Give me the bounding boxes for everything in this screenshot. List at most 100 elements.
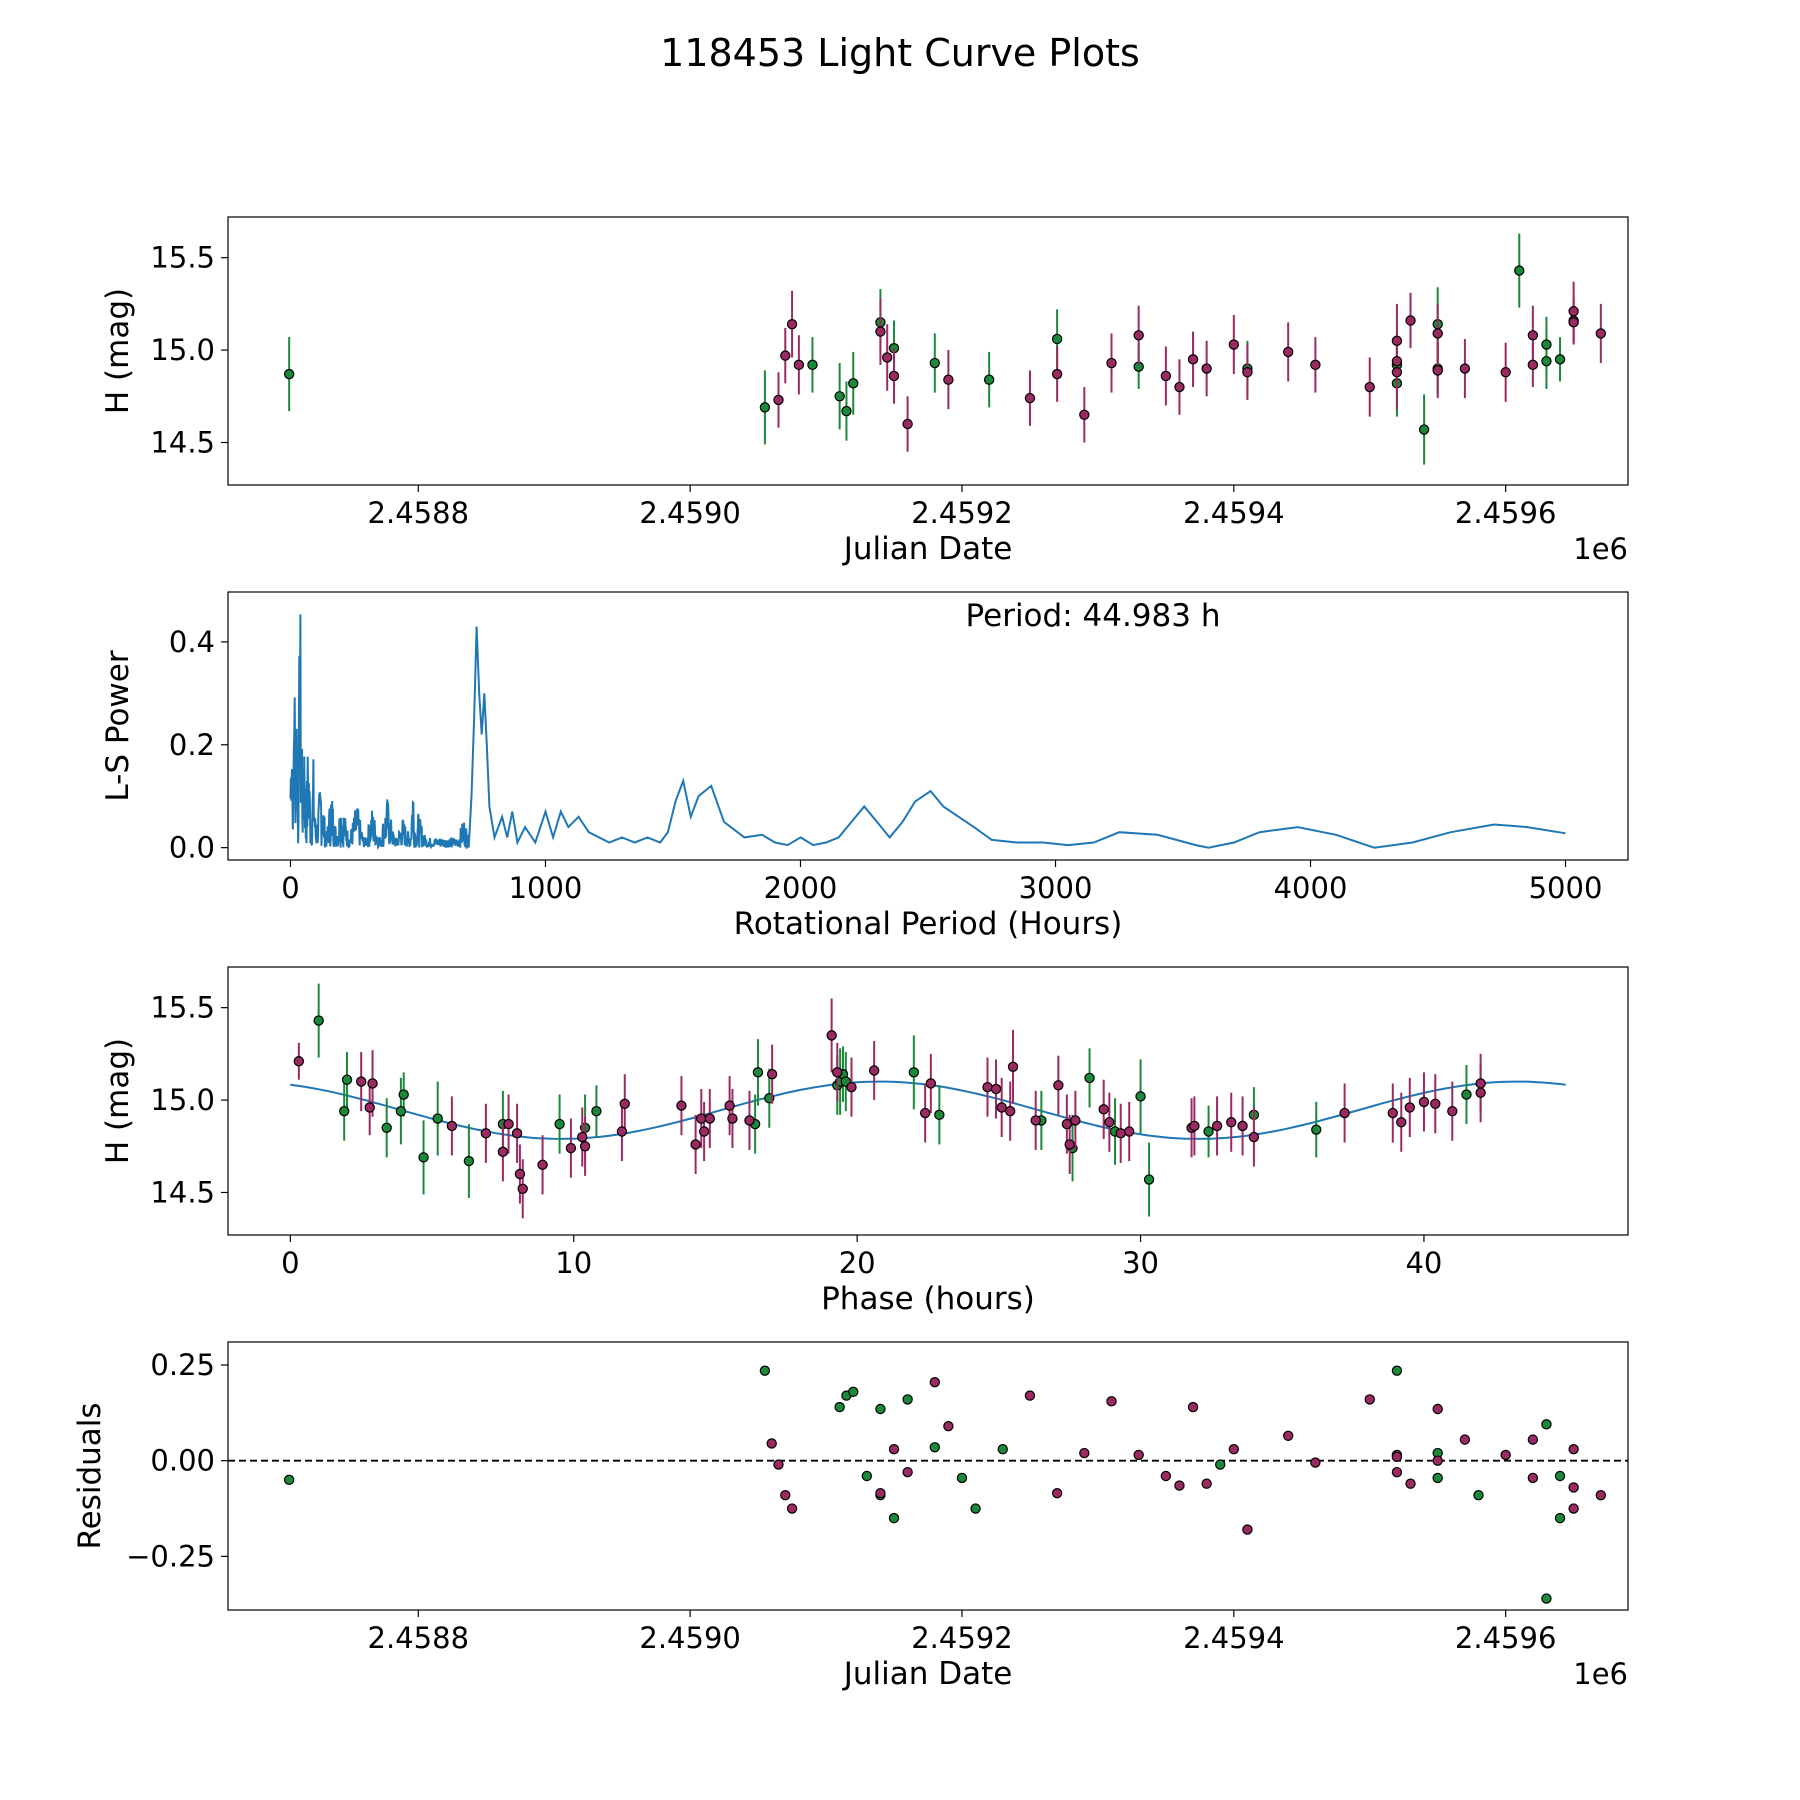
magenta-point <box>1391 1451 1403 1463</box>
x-tick-label: 2.4594 <box>1183 1621 1284 1655</box>
x-offset-label: 1e6 <box>1573 1657 1628 1691</box>
green-point <box>834 1401 845 1413</box>
x-tick-label: 2000 <box>764 871 838 905</box>
magenta-point <box>1404 1102 1415 1113</box>
magenta-point <box>1527 1434 1539 1445</box>
green-point <box>934 1109 945 1121</box>
magenta-point <box>1432 1403 1443 1415</box>
magenta-point <box>1310 359 1321 371</box>
green-point <box>1541 355 1552 367</box>
magenta-point <box>902 418 913 430</box>
x-tick-label: 2.4596 <box>1455 496 1556 530</box>
green-point <box>956 1472 968 1484</box>
x-tick-label: 20 <box>839 1246 876 1280</box>
magenta-point <box>943 374 954 385</box>
x-offset-label: 1e6 <box>1573 532 1628 566</box>
magenta-point <box>902 1466 913 1478</box>
magenta-point <box>1160 1470 1172 1482</box>
green-point <box>313 1015 324 1026</box>
magenta-point <box>511 1128 523 1139</box>
magenta-point <box>1053 1080 1064 1091</box>
magenta-point <box>1174 1480 1185 1491</box>
magenta-point <box>1282 1430 1294 1442</box>
x-axis-label: Phase (hours) <box>821 1281 1035 1317</box>
x-axis-label: Julian Date <box>842 531 1013 567</box>
magenta-point <box>1051 1488 1063 1499</box>
green-point <box>591 1105 602 1117</box>
y-tick-label: 0.25 <box>150 1348 215 1382</box>
magenta-point <box>1201 363 1212 374</box>
x-tick-label: 2.4590 <box>639 1621 740 1655</box>
magenta-point <box>1475 1078 1486 1089</box>
magenta-point <box>882 352 893 363</box>
magenta-point <box>503 1118 514 1130</box>
magenta-point <box>1242 367 1253 378</box>
green-point <box>752 1067 764 1078</box>
magenta-point <box>1007 1061 1019 1073</box>
magenta-point <box>355 1076 367 1087</box>
magenta-point <box>1527 1472 1539 1484</box>
green-point <box>875 1403 886 1415</box>
green-point <box>759 402 771 413</box>
magenta-point <box>1595 1489 1607 1501</box>
green-point <box>848 1386 859 1397</box>
green-point <box>1554 1470 1566 1482</box>
magenta-point <box>1500 1449 1511 1461</box>
y-axis-label: L-S Power <box>100 650 136 801</box>
green-point <box>908 1067 920 1078</box>
x-tick-label: 2.4590 <box>639 496 740 530</box>
periodogram-data <box>289 614 1566 850</box>
green-point <box>432 1113 443 1124</box>
magenta-point <box>1391 335 1403 347</box>
green-point <box>1541 1419 1552 1430</box>
period-annotation: Period: 44.983 h <box>966 598 1221 634</box>
green-point <box>418 1152 429 1163</box>
magenta-point <box>925 1078 937 1089</box>
magenta-point <box>929 1376 940 1388</box>
magenta-point <box>1106 1396 1117 1407</box>
magenta-point <box>367 1078 378 1089</box>
y-tick-label: 0.2 <box>169 728 215 762</box>
x-tick-label: 1000 <box>509 871 583 905</box>
magenta-point <box>868 1065 880 1076</box>
lightcurve-frame <box>227 216 1629 486</box>
magenta-point <box>565 1142 577 1154</box>
green-point <box>1554 1512 1566 1524</box>
x-axis-label: Julian Date <box>842 1656 1013 1692</box>
magenta-point <box>1201 1478 1212 1489</box>
magenta-point <box>1104 1117 1115 1128</box>
magenta-point <box>1568 1503 1579 1514</box>
magenta-point <box>1430 1098 1441 1109</box>
y-tick-label: 15.0 <box>150 333 215 367</box>
y-tick-label: 0.0 <box>169 831 215 865</box>
residuals-frame <box>227 1341 1629 1611</box>
magenta-point <box>446 1120 458 1132</box>
green-point <box>398 1089 409 1100</box>
magenta-point <box>1051 368 1063 380</box>
x-tick-label: 30 <box>1122 1246 1159 1280</box>
magenta-point <box>1568 317 1579 328</box>
magenta-point <box>579 1141 591 1152</box>
magenta-point <box>780 1489 791 1501</box>
green-point <box>807 359 818 371</box>
magenta-point <box>990 1083 1002 1095</box>
magenta-point <box>1391 1466 1403 1478</box>
magenta-point <box>1432 1455 1443 1466</box>
magenta-point <box>1024 1390 1036 1401</box>
magenta-point <box>1106 357 1117 369</box>
periodogram-line <box>289 614 1566 850</box>
magenta-point <box>875 326 886 337</box>
x-tick-label: 40 <box>1405 1246 1442 1280</box>
green-point <box>1084 1072 1095 1084</box>
y-axis-label: Residuals <box>72 1402 108 1549</box>
green-point <box>841 405 852 417</box>
magenta-point <box>704 1113 715 1124</box>
magenta-point <box>1387 1107 1398 1119</box>
figure-title: 118453 Light Curve Plots <box>660 31 1140 75</box>
magenta-point <box>875 1488 886 1499</box>
x-tick-label: 0 <box>281 1246 299 1280</box>
x-tick-label: 2.4592 <box>911 1621 1012 1655</box>
magenta-point <box>1432 365 1443 376</box>
magenta-point <box>1568 1443 1579 1455</box>
